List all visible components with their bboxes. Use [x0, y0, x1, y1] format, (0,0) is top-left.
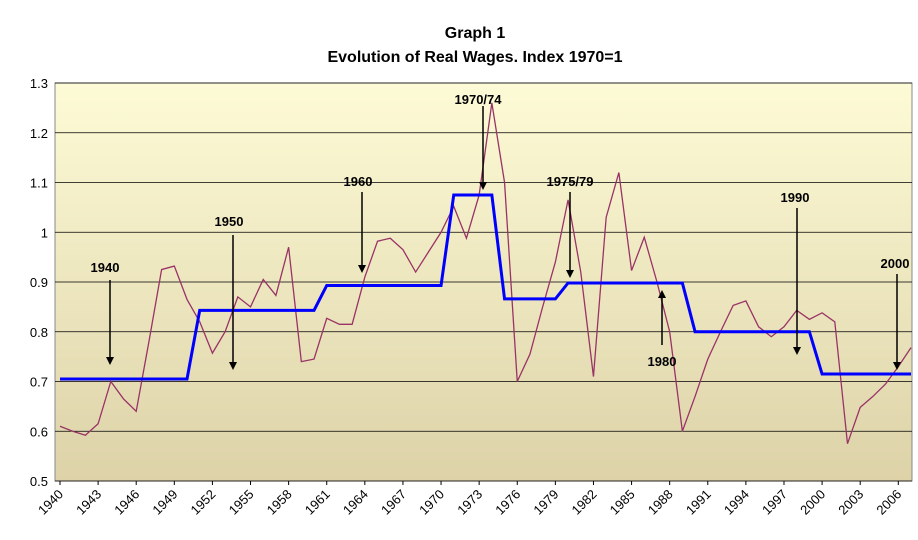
- chart-subtitle: Evolution of Real Wages. Index 1970=1: [327, 49, 622, 66]
- annotation: 1960: [344, 174, 373, 189]
- y-tick-label: 0.8: [30, 325, 48, 340]
- annotation: 1975/79: [547, 174, 594, 189]
- annotation: 2000: [881, 256, 910, 271]
- x-tick-label: 1976: [492, 487, 523, 518]
- x-tick-label: 1955: [226, 487, 257, 518]
- y-tick-label: 1.2: [30, 126, 48, 141]
- x-tick-label: 1970: [416, 487, 447, 518]
- arrow-head: [793, 347, 801, 355]
- arrow-head: [106, 357, 114, 365]
- x-tick-label: 1982: [569, 487, 600, 518]
- y-tick-label: 0.5: [30, 474, 48, 489]
- arrow-head: [229, 362, 237, 370]
- annotation: 1980: [648, 354, 677, 369]
- y-tick-label: 1.1: [30, 176, 48, 191]
- x-tick-label: 1973: [454, 487, 485, 518]
- x-tick-label: 1961: [302, 487, 333, 518]
- arrow-head: [479, 182, 487, 190]
- y-tick-label: 1.3: [30, 76, 48, 91]
- x-tick-label: 1958: [264, 487, 295, 518]
- y-tick-label: 1: [41, 225, 48, 240]
- chart-title: Graph 1: [445, 25, 506, 42]
- x-tick-label: 1949: [149, 487, 180, 518]
- x-tick-label: 1943: [73, 487, 104, 518]
- x-tick-label: 2003: [835, 487, 866, 518]
- x-tick-label: 1946: [111, 487, 142, 518]
- arrow-head: [658, 290, 666, 298]
- arrow-head: [358, 265, 366, 273]
- y-tick-label: 0.6: [30, 424, 48, 439]
- annotation: 1990: [781, 190, 810, 205]
- x-tick-label: 1988: [645, 487, 676, 518]
- x-tick-label: 2000: [797, 487, 828, 518]
- series-line: [60, 193, 911, 381]
- y-tick-label: 0.7: [30, 375, 48, 390]
- x-tick-label: 1994: [721, 487, 752, 518]
- x-tick-label: 2006: [873, 487, 904, 518]
- x-tick-label: 1979: [530, 487, 561, 518]
- annotation: 1950: [215, 214, 244, 229]
- x-tick-label: 1967: [378, 487, 409, 518]
- arrow-head: [566, 270, 574, 278]
- y-tick-label: 0.9: [30, 275, 48, 290]
- x-tick-label: 1940: [35, 487, 66, 518]
- annotation: 1970/74: [455, 92, 503, 107]
- series-line: [59, 102, 912, 444]
- x-tick-label: 1952: [187, 487, 218, 518]
- x-tick-label: 1991: [683, 487, 714, 518]
- x-tick-label: 1997: [759, 487, 790, 518]
- annotation: 1940: [91, 260, 120, 275]
- x-tick-label: 1985: [607, 487, 638, 518]
- x-tick-label: 1964: [340, 487, 371, 518]
- arrow-head: [893, 362, 901, 370]
